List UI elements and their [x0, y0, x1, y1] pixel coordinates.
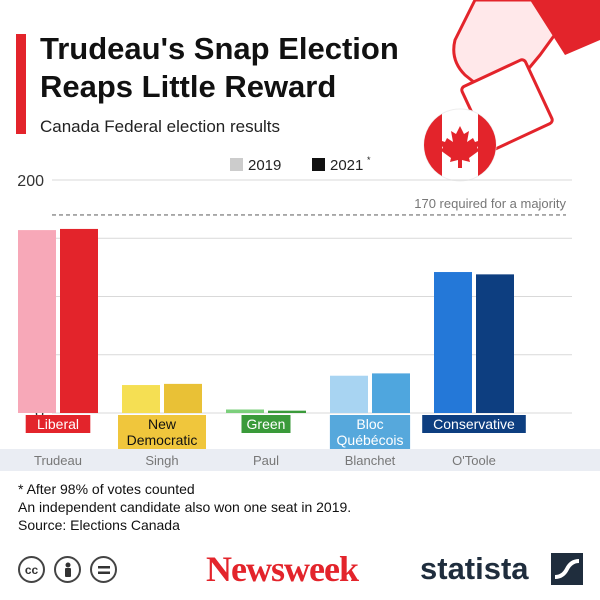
legend-label-2019: 2019 — [248, 157, 281, 174]
maple-leaf-icon — [439, 126, 481, 168]
legend-swatch-2021 — [312, 158, 325, 171]
bar-liberal-2021 — [60, 228, 98, 413]
legend-swatch-2019 — [230, 158, 243, 171]
creative-commons-icon: cc — [18, 556, 45, 583]
leader-name-4: O'Toole — [452, 453, 496, 468]
party-label-box-0 — [25, 415, 91, 433]
leader-name-2: Paul — [253, 453, 279, 468]
bar-conservative-2021 — [476, 274, 514, 413]
footnote-source: Source: Elections Canada — [18, 517, 180, 533]
party-label-3-1: Québécois — [337, 432, 404, 448]
bar-green-2021 — [268, 410, 306, 413]
party-label-0-0: Liberal — [37, 416, 79, 432]
party-label-box-2 — [241, 415, 291, 433]
legend-label-2021: 2021 — [330, 157, 363, 174]
arm-sleeve-icon — [530, 0, 600, 55]
newsweek-logo[interactable]: Newsweek — [206, 549, 359, 589]
leader-name-0: Trudeau — [34, 453, 82, 468]
y-tick-0: 0 — [35, 406, 44, 423]
bar-liberal-2019 — [18, 230, 56, 413]
ballot-hand-illustration — [423, 0, 600, 182]
y-tick-200: 200 — [17, 173, 44, 190]
party-label-box-1 — [118, 415, 206, 449]
statista-logo[interactable]: statista — [420, 551, 529, 586]
leader-name-1: Singh — [145, 453, 178, 468]
bar-conservative-2019 — [434, 272, 472, 413]
chart-title: Trudeau's Snap Election Reaps Little Rew… — [40, 31, 399, 104]
party-label-2-0: Green — [247, 416, 286, 432]
majority-label: 170 required for a majority — [414, 196, 566, 211]
bar-green-2019 — [226, 409, 264, 413]
bar-new-democratic-2021 — [164, 383, 202, 413]
party-label-3-0: Bloc — [356, 416, 383, 432]
party-label-1-0: New — [148, 416, 177, 432]
party-label-box-3 — [329, 415, 411, 449]
bar-bloc-québécois-2019 — [330, 375, 368, 413]
party-label-box-4 — [422, 415, 526, 433]
leader-row-band — [0, 449, 600, 471]
party-label-1-1: Democratic — [127, 432, 198, 448]
chart-subtitle: Canada Federal election results — [40, 117, 281, 136]
legend-marker-2021: * — [367, 155, 371, 165]
title-accent-bar — [16, 34, 26, 134]
footnote-votes-counted: * After 98% of votes counted — [18, 481, 195, 497]
bar-bloc-québécois-2021 — [372, 373, 410, 413]
attribution-person-icon — [54, 556, 81, 583]
footnote-independent: An independent candidate also won one se… — [18, 499, 352, 515]
no-derivatives-icon — [90, 556, 117, 583]
party-label-4-0: Conservative — [433, 416, 515, 432]
leader-name-3: Blanchet — [345, 453, 396, 468]
statista-mark-icon — [551, 553, 583, 585]
bar-new-democratic-2019 — [122, 385, 160, 413]
footnotes: * After 98% of votes counted An independ… — [18, 480, 351, 534]
